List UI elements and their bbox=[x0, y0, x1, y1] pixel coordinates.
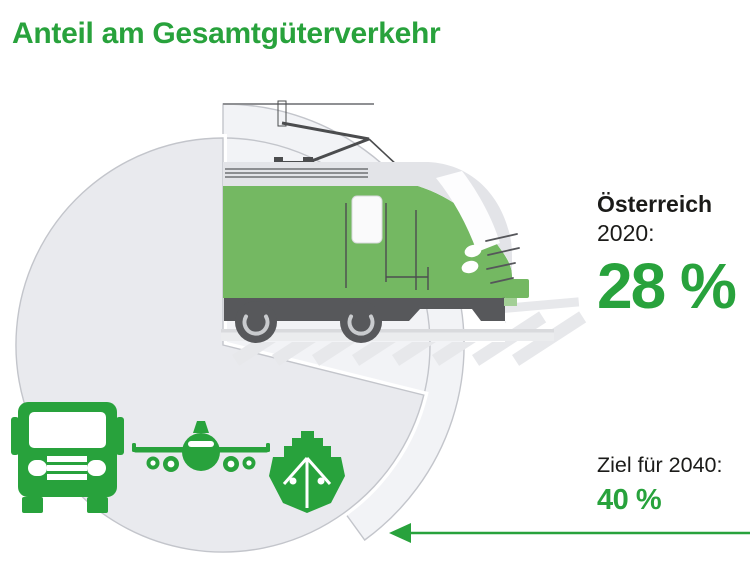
truck-icon bbox=[11, 402, 124, 513]
stat-current-value: 28 % bbox=[597, 249, 737, 322]
train-wheel bbox=[235, 301, 277, 343]
page-title: Anteil am Gesamtgüterverkehr bbox=[12, 17, 441, 50]
train-headlights bbox=[461, 244, 482, 274]
stat-block-2020: Österreich 2020: 28 % bbox=[597, 191, 737, 322]
train-coupler-step bbox=[504, 298, 517, 306]
airplane-icon bbox=[132, 421, 270, 472]
target-value: 40 % bbox=[597, 483, 662, 516]
train-illustration bbox=[223, 100, 529, 343]
train-roof-stripes bbox=[225, 168, 368, 178]
arrow-left-icon bbox=[389, 523, 750, 543]
train-windshield bbox=[436, 171, 500, 252]
train-speed-lines bbox=[485, 233, 520, 284]
train-door-window bbox=[351, 195, 383, 244]
train-wheel bbox=[340, 301, 382, 343]
far-rail bbox=[502, 297, 580, 313]
train-panel-lines bbox=[345, 203, 429, 290]
near-rail-edge bbox=[221, 329, 554, 333]
target-label-text: Ziel für 2040: bbox=[597, 453, 723, 477]
stat-block-2040: Ziel für 2040: 40 % bbox=[597, 453, 722, 517]
train-coupler bbox=[504, 279, 529, 298]
stat-region-label: Österreich bbox=[597, 191, 713, 217]
stat-year-label: 2020: bbox=[597, 220, 655, 247]
train-roof bbox=[223, 162, 512, 276]
ship-icon bbox=[269, 431, 345, 513]
